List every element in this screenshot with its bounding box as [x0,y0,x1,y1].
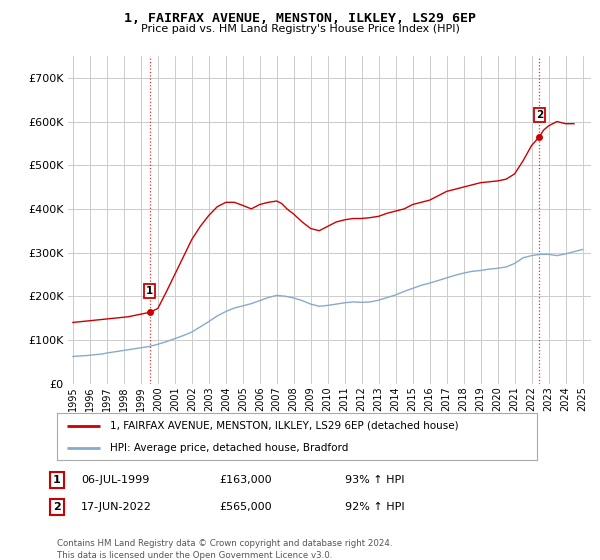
Text: 1, FAIRFAX AVENUE, MENSTON, ILKLEY, LS29 6EP: 1, FAIRFAX AVENUE, MENSTON, ILKLEY, LS29… [124,12,476,25]
Text: 1: 1 [53,475,61,485]
Text: 92% ↑ HPI: 92% ↑ HPI [345,502,404,512]
Text: Price paid vs. HM Land Registry's House Price Index (HPI): Price paid vs. HM Land Registry's House … [140,24,460,34]
Text: 06-JUL-1999: 06-JUL-1999 [81,475,149,485]
Text: £565,000: £565,000 [219,502,272,512]
Text: 2: 2 [53,502,61,512]
Text: 1: 1 [146,286,153,296]
Text: 1, FAIRFAX AVENUE, MENSTON, ILKLEY, LS29 6EP (detached house): 1, FAIRFAX AVENUE, MENSTON, ILKLEY, LS29… [110,421,458,431]
Text: HPI: Average price, detached house, Bradford: HPI: Average price, detached house, Brad… [110,442,348,452]
Text: 2: 2 [536,110,543,120]
Text: 93% ↑ HPI: 93% ↑ HPI [345,475,404,485]
Text: £163,000: £163,000 [219,475,272,485]
Text: Contains HM Land Registry data © Crown copyright and database right 2024.
This d: Contains HM Land Registry data © Crown c… [57,539,392,559]
Text: 17-JUN-2022: 17-JUN-2022 [81,502,152,512]
